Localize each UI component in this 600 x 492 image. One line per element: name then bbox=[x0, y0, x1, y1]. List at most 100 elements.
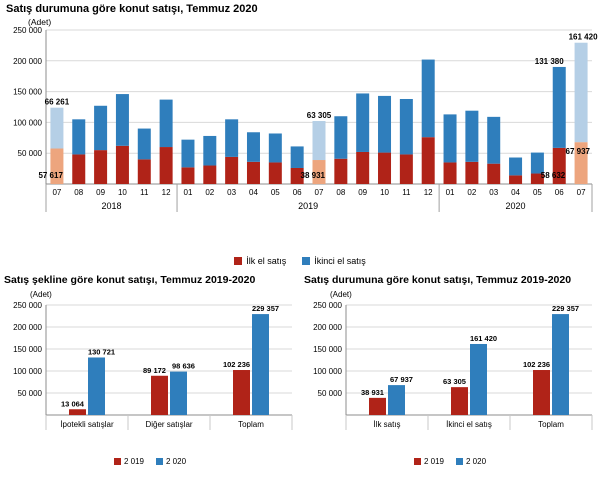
month-tick-label: 05 bbox=[533, 188, 542, 197]
bar-segment-ilk-el bbox=[509, 175, 523, 184]
legend-label: 2 020 bbox=[466, 456, 487, 466]
legend-swatch-icon bbox=[302, 257, 311, 265]
y-tick-label: 50 000 bbox=[318, 389, 343, 398]
sale-status-chart-panel: Satış durumuna göre konut satışı, Temmuz… bbox=[300, 272, 600, 467]
month-tick-label: 11 bbox=[402, 188, 411, 197]
top-chart-legend: İlk el satış İkinci el satış bbox=[0, 254, 600, 268]
bar-y2019 bbox=[233, 370, 250, 415]
bar-y2019 bbox=[69, 409, 86, 415]
month-tick-label: 11 bbox=[140, 188, 149, 197]
bar-segment-ilk-el bbox=[421, 137, 435, 184]
month-tick-label: 12 bbox=[424, 188, 433, 197]
month-tick-label: 10 bbox=[118, 188, 127, 197]
grouped-bar-chart-sale-status: 50 000 100 000 150 000 200 000 250 000 (Adet)… bbox=[313, 290, 593, 430]
bar-segment-ikinci-el bbox=[181, 139, 195, 168]
bar-segment-ikinci-el bbox=[159, 99, 173, 148]
bar-y2019 bbox=[451, 387, 468, 415]
legend-item: 2 020 bbox=[456, 457, 486, 466]
bar-segment-ilk-el bbox=[465, 161, 479, 184]
data-label: 229 357 bbox=[552, 304, 579, 313]
y-tick-label: 150 000 bbox=[13, 345, 42, 354]
bar-segment-ilk-el bbox=[487, 163, 501, 184]
bar-y2020 bbox=[388, 385, 405, 415]
month-tick-label: 04 bbox=[511, 188, 520, 197]
legend-label: İlk el satış bbox=[246, 256, 287, 266]
legend-item: 2 019 bbox=[113, 456, 144, 466]
month-tick-label: 07 bbox=[315, 188, 324, 197]
bar-segment-ikinci-el bbox=[421, 59, 435, 138]
bar-segment-ikinci-el bbox=[137, 128, 151, 160]
data-label: 63 305 bbox=[443, 377, 466, 386]
axis-unit-label: (Adet) bbox=[330, 290, 352, 299]
legend-label: İkinci el satış bbox=[314, 256, 366, 266]
data-label: 57 617 bbox=[38, 171, 63, 180]
legend-swatch-icon bbox=[113, 457, 121, 465]
category-label: Toplam bbox=[238, 420, 264, 429]
sale-type-chart-panel: Satış şekline göre konut satışı, Temmuz … bbox=[0, 272, 300, 467]
legend-label: 2 020 bbox=[166, 456, 187, 466]
bar-segment-ilk-el bbox=[246, 161, 260, 184]
data-label: 66 261 bbox=[45, 98, 70, 107]
data-label: 38 931 bbox=[361, 388, 384, 397]
bar-segment-ikinci-el bbox=[378, 95, 392, 153]
year-label: 2019 bbox=[298, 201, 318, 211]
bottom-charts-row: Satış şekline göre konut satışı, Temmuz … bbox=[0, 272, 600, 467]
axis-unit-label: (Adet) bbox=[30, 290, 52, 299]
data-label: 89 172 bbox=[143, 366, 166, 375]
bar-segment-ikinci-el bbox=[509, 157, 523, 176]
y-tick-label: 100 000 bbox=[13, 118, 42, 127]
bar-segment-ilk-el bbox=[334, 158, 348, 184]
data-label: 98 636 bbox=[172, 362, 195, 371]
bar-y2019 bbox=[151, 375, 168, 415]
bar-segment-ilk-el bbox=[530, 173, 544, 184]
bar-segment-ikinci-el bbox=[312, 121, 326, 161]
legend-item: 2 020 bbox=[156, 457, 186, 466]
data-label: 58 632 bbox=[541, 171, 566, 180]
bar-segment-ikinci-el bbox=[356, 93, 370, 152]
y-tick-label: 200 000 bbox=[13, 57, 42, 66]
data-label: 38 931 bbox=[301, 171, 326, 180]
category-label: Toplam bbox=[538, 420, 564, 429]
bar-y2020 bbox=[252, 314, 269, 415]
y-tick-label: 250 000 bbox=[13, 301, 42, 310]
bar-segment-ikinci-el bbox=[530, 152, 544, 174]
month-tick-label: 02 bbox=[205, 188, 214, 197]
category-label: İpotekli satışlar bbox=[60, 420, 114, 429]
month-tick-label: 03 bbox=[489, 188, 498, 197]
bar-segment-ilk-el bbox=[50, 148, 64, 184]
stacked-bar-chart-monthly-sales: 50 000 100 000 150 000 200 000 250 000(Adet)… bbox=[13, 17, 598, 212]
data-label: 130 721 bbox=[88, 347, 115, 356]
bar-y2019 bbox=[369, 397, 386, 415]
data-label: 67 937 bbox=[390, 375, 413, 384]
data-label: 161 420 bbox=[569, 33, 598, 42]
bar-segment-ilk-el bbox=[552, 147, 566, 184]
month-tick-label: 04 bbox=[249, 188, 258, 197]
bar-y2019 bbox=[533, 370, 550, 415]
legend-swatch-icon bbox=[156, 457, 163, 465]
bar-segment-ilk-el bbox=[137, 159, 151, 184]
bar-segment-ilk-el bbox=[72, 154, 86, 184]
bar-segment-ikinci-el bbox=[574, 42, 588, 143]
bar-segment-ikinci-el bbox=[487, 116, 501, 164]
data-label: 63 305 bbox=[307, 111, 332, 120]
bar-segment-ilk-el bbox=[312, 160, 326, 184]
bar-segment-ikinci-el bbox=[552, 66, 566, 148]
y-tick-label: 200 000 bbox=[13, 323, 42, 332]
year-label: 2018 bbox=[102, 201, 122, 211]
data-label: 67 937 bbox=[566, 147, 591, 156]
legend-swatch-icon bbox=[413, 457, 421, 465]
month-tick-label: 01 bbox=[446, 188, 455, 197]
month-tick-label: 02 bbox=[467, 188, 476, 197]
right-chart-legend: 2 019 2 020 bbox=[300, 455, 600, 467]
legend-label: 2 019 bbox=[123, 456, 144, 466]
bar-y2020 bbox=[552, 314, 569, 415]
bar-segment-ikinci-el bbox=[115, 94, 129, 146]
month-tick-label: 09 bbox=[358, 188, 367, 197]
bar-y2020 bbox=[470, 343, 487, 415]
month-tick-label: 08 bbox=[336, 188, 345, 197]
bar-segment-ikinci-el bbox=[94, 105, 108, 151]
month-tick-label: 03 bbox=[227, 188, 236, 197]
bar-segment-ikinci-el bbox=[465, 110, 479, 162]
bar-segment-ikinci-el bbox=[334, 116, 348, 159]
